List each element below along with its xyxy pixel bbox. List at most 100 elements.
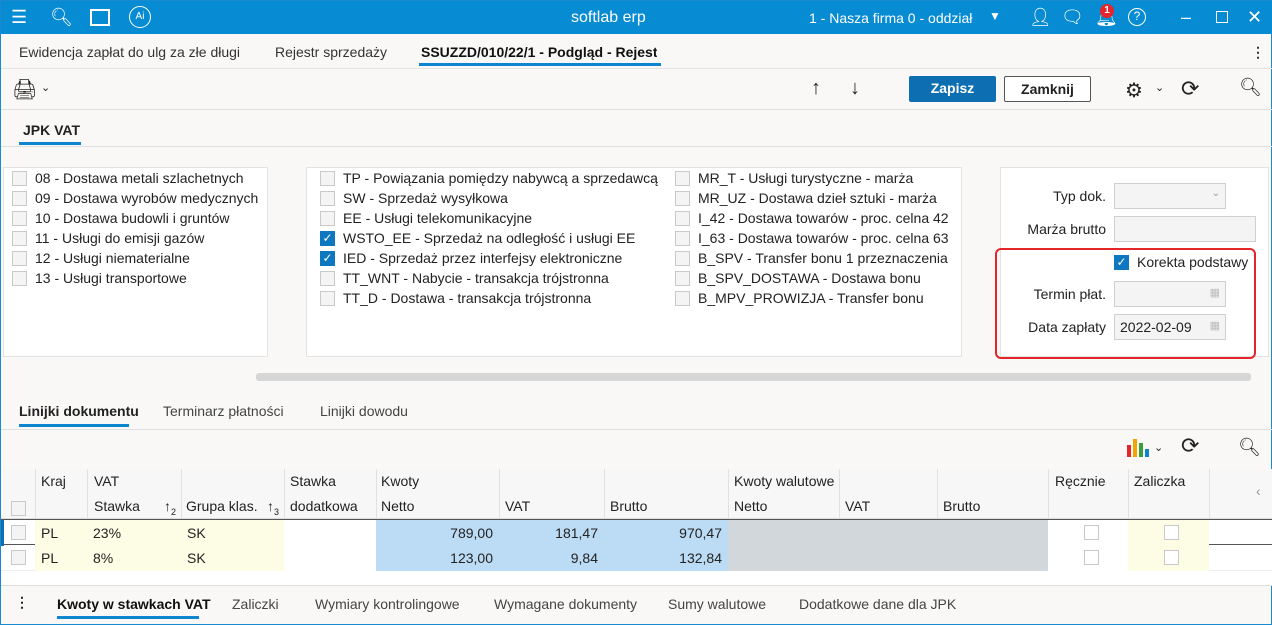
checkbox[interactable]: ✓ [320,230,335,246]
checkbox[interactable] [12,190,27,206]
header-stawka[interactable]: Stawka [94,498,140,514]
refresh-icon[interactable]: ⟳ [1181,433,1200,458]
cell-sd[interactable] [284,545,376,571]
arrow-up-icon[interactable]: ↑ [811,77,821,99]
checkbox[interactable]: ✓ [320,250,335,266]
typ-dok-select[interactable]: ⌄ [1114,183,1226,209]
printer-icon[interactable]: 🖨︎ [12,79,38,101]
header-stawka-dod-2[interactable]: dodatkowa [290,498,358,514]
checkbox-item[interactable]: 08 - Dostawa metali szlachetnych [12,170,244,186]
korekta-checkbox[interactable]: ✓ Korekta podstawy [1114,254,1248,270]
checkbox-item[interactable]: I_42 - Dostawa towarów - proc. celna 42 [675,210,949,226]
maximize-icon[interactable] [1216,11,1228,23]
sort-icon[interactable]: ↑3 [267,498,280,517]
checkbox-item[interactable]: 12 - Usługi niematerialne [12,250,190,266]
zaliczka-checkbox[interactable] [1164,550,1179,565]
cell-kraj[interactable]: PL [35,545,87,571]
search-icon[interactable]: 🔍︎ [50,7,73,27]
column-divider[interactable] [1209,469,1210,519]
checkbox-item[interactable]: B_MPV_PROWIZJA - Transfer bonu [675,290,924,306]
checkbox-item[interactable]: EE - Usługi telekomunikacyjne [320,210,532,226]
close-button[interactable]: Zamknij [1004,76,1091,102]
checkbox[interactable] [675,250,690,266]
header-w-vat[interactable]: VAT [845,498,871,514]
cell-netto[interactable]: 789,00 [376,520,499,546]
checkbox[interactable] [675,190,690,206]
cell-vat[interactable]: 9,84 [499,545,604,571]
checkbox-item[interactable]: TT_WNT - Nabycie - transakcja trójstronn… [320,270,609,286]
tab-linijki-dowodu[interactable]: Linijki dowodu [320,403,408,419]
marza-input[interactable] [1114,216,1256,242]
recznie-checkbox[interactable] [1084,550,1099,565]
more-icon[interactable]: ⋮ [15,594,29,610]
checkbox[interactable] [675,230,690,246]
column-divider[interactable] [937,469,938,519]
checkbox-item[interactable]: 11 - Usługi do emisji gazów [12,230,204,246]
checkbox[interactable] [320,270,335,286]
checkbox[interactable] [320,210,335,226]
close-icon[interactable]: ✕ [1247,7,1263,27]
recznie-checkbox[interactable] [1084,525,1099,540]
tab-jpk-vat[interactable]: JPK VAT [23,122,81,138]
header-w-brutto[interactable]: Brutto [943,498,981,514]
select-all-checkbox[interactable] [11,501,26,516]
data-zaplaty-input[interactable]: 2022-02-09 ▦ [1114,314,1226,340]
header-netto[interactable]: Netto [381,498,415,514]
cell-stawka[interactable]: 8% [87,545,181,571]
zaliczka-checkbox[interactable] [1164,525,1179,540]
column-divider[interactable] [181,469,182,519]
search-filter-icon[interactable]: 🔍︎ [1238,437,1261,457]
cell-brutto[interactable]: 970,47 [604,520,728,546]
minimize-icon[interactable]: – [1181,7,1192,27]
checkbox[interactable] [12,210,27,226]
checkbox[interactable] [12,270,27,286]
checkbox[interactable] [675,210,690,226]
company-selector[interactable]: 1 - Nasza firma 0 - oddział [809,10,973,26]
checkbox-item[interactable]: ✓ WSTO_EE - Sprzedaż na odległość i usług… [320,230,635,246]
bottom-tab[interactable]: Dodatkowe dane dla JPK [799,596,957,612]
header-kraj[interactable]: Kraj [41,473,66,489]
checkbox[interactable] [675,170,690,186]
header-stawka-dod[interactable]: Stawka [290,473,336,489]
chevron-down-icon[interactable]: ⌄ [1155,82,1165,94]
bottom-tab[interactable]: Kwoty w stawkach VAT [57,596,211,612]
cell-brutto[interactable]: 132,84 [604,545,728,571]
cell-wv[interactable] [839,545,937,571]
termin-date-input[interactable]: ▦ [1114,281,1226,307]
checkbox-item[interactable]: SW - Sprzedaż wysyłkowa [320,190,508,206]
settings-icon[interactable]: ⚙ [1125,80,1143,102]
cell-sd[interactable] [284,520,376,546]
refresh-icon[interactable]: ⟳ [1181,76,1200,101]
cell-wn[interactable] [728,545,839,571]
cell-vat[interactable]: 181,47 [499,520,604,546]
save-button[interactable]: Zapisz [909,76,996,102]
column-divider[interactable] [728,469,729,519]
checkbox-item[interactable]: MR_UZ - Dostawa dzieł sztuki - marża [675,190,937,206]
header-recznie[interactable]: Ręcznie [1055,473,1106,489]
checkbox-item[interactable]: TP - Powiązania pomiędzy nabywcą a sprze… [320,170,658,186]
header-grupa[interactable]: Grupa klas. [186,498,258,514]
checkbox-item[interactable]: MR_T - Usługi turystyczne - marża [675,170,913,186]
checkbox[interactable] [320,290,335,306]
bottom-tab[interactable]: Wymiary kontrolingowe [315,596,460,612]
cell-netto[interactable]: 123,00 [376,545,499,571]
column-divider[interactable] [839,469,840,519]
checkbox-item[interactable]: B_SPV - Transfer bonu 1 przeznaczenia [675,250,948,266]
tab-rejestr[interactable]: Rejestr sprzedaży [275,44,388,60]
column-divider[interactable] [1048,469,1049,519]
horizontal-scrollbar[interactable] [256,373,1251,381]
checkbox-item[interactable]: B_SPV_DOSTAWA - Dostawa bonu [675,270,921,286]
row-checkbox[interactable] [11,525,26,540]
bottom-tab[interactable]: Wymagane dokumenty [494,596,638,612]
bottom-tab[interactable]: Zaliczki [232,596,279,612]
checkbox[interactable] [12,250,27,266]
more-icon[interactable]: ⋮ [1251,44,1265,60]
tab-podglad[interactable]: SSUZZD/010/22/1 - Podgląd - Rejestr [421,44,657,60]
tab-ewidencja[interactable]: Ewidencja zapłat do ulg za złe długi [19,44,241,60]
column-divider[interactable] [284,469,285,519]
checkbox-item[interactable]: 09 - Dostawa wyrobów medycznych [12,190,258,206]
cell-wb[interactable] [937,545,1048,571]
chevron-down-icon[interactable]: ⌄ [41,82,51,94]
chevron-down-icon[interactable]: ⌄ [1154,442,1164,454]
cell-wv[interactable] [839,520,937,546]
